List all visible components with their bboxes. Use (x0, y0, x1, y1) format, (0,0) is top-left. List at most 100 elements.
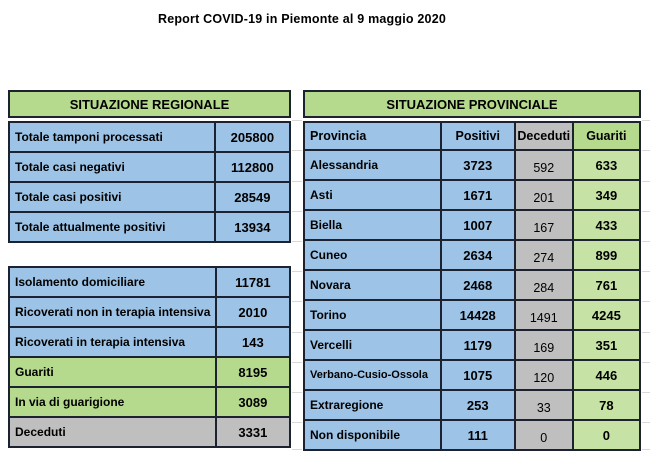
table-row: Torino 14428 1491 4245 (303, 299, 642, 331)
stat-value: 143 (214, 326, 292, 358)
cell-guariti: 349 (571, 179, 642, 211)
spreadsheet-gridline (642, 362, 650, 363)
cell-provincia: Cuneo (303, 239, 442, 271)
cell-guariti: 78 (571, 389, 642, 421)
stat-value: 11781 (214, 266, 292, 298)
detail-table: Isolamento domiciliare 11781 Ricoverati … (8, 266, 292, 448)
cell-provincia: Asti (303, 179, 442, 211)
stat-value: 3089 (214, 386, 292, 418)
cell-deceduti: 284 (513, 269, 574, 301)
cell-provincia: Alessandria (303, 149, 442, 181)
spreadsheet-gridline (642, 120, 650, 121)
provincial-header: SITUAZIONE PROVINCIALE (303, 90, 641, 118)
table-row: Biella 1007 167 433 (303, 209, 642, 241)
cell-deceduti: 120 (513, 359, 574, 391)
cell-positivi: 14428 (439, 299, 516, 331)
spreadsheet-gridline (292, 301, 302, 302)
spreadsheet-gridline (642, 422, 650, 423)
table-row: Asti 1671 201 349 (303, 179, 642, 211)
spreadsheet-gridline (292, 422, 302, 423)
spreadsheet-gridline (292, 150, 302, 151)
spreadsheet-gridline (642, 392, 650, 393)
column-header-provincia: Provincia (303, 121, 442, 151)
stat-label: Ricoverati in terapia intensiva (8, 326, 217, 358)
spreadsheet-gridline (292, 362, 302, 363)
table-row: Non disponibile 111 0 0 (303, 419, 642, 451)
cell-provincia: Verbano-Cusio-Ossola (303, 359, 442, 391)
cell-provincia: Novara (303, 269, 442, 301)
table-row: Vercelli 1179 169 351 (303, 329, 642, 361)
spreadsheet-gridline (292, 181, 302, 182)
provincial-panel: SITUAZIONE PROVINCIALE Provincia Positiv… (303, 90, 642, 451)
cell-deceduti: 1491 (513, 299, 574, 331)
column-header-deceduti: Deceduti (513, 121, 574, 151)
cell-guariti: 761 (571, 269, 642, 301)
cell-positivi: 1075 (439, 359, 516, 391)
spreadsheet-gridline (642, 332, 650, 333)
stat-label: Totale tamponi processati (8, 121, 216, 153)
table-row: Deceduti 3331 (8, 416, 292, 448)
stat-value: 2010 (214, 296, 292, 328)
table-row: Ricoverati non in terapia intensiva 2010 (8, 296, 292, 328)
cell-guariti: 4245 (571, 299, 642, 331)
cell-provincia: Vercelli (303, 329, 442, 361)
spreadsheet-gridline (292, 241, 302, 242)
cell-deceduti: 0 (513, 419, 574, 451)
cell-positivi: 253 (439, 389, 516, 421)
table-row: Alessandria 3723 592 633 (303, 149, 642, 181)
stat-label: Deceduti (8, 416, 217, 448)
stat-label: Totale attualmente positivi (8, 211, 216, 243)
cell-guariti: 0 (571, 419, 642, 451)
regional-table: Totale tamponi processati 205800 Totale … (8, 121, 292, 243)
cell-positivi: 111 (439, 419, 516, 451)
regional-panel: SITUAZIONE REGIONALE Totale tamponi proc… (8, 90, 292, 243)
stat-label: Ricoverati non in terapia intensiva (8, 296, 217, 328)
table-row: Novara 2468 284 761 (303, 269, 642, 301)
cell-guariti: 351 (571, 329, 642, 361)
spreadsheet-gridline (292, 332, 302, 333)
cell-guariti: 633 (571, 149, 642, 181)
cell-provincia: Extraregione (303, 389, 442, 421)
detail-panel: Isolamento domiciliare 11781 Ricoverati … (8, 266, 292, 448)
table-row: Totale tamponi processati 205800 (8, 121, 292, 153)
table-header-row: Provincia Positivi Deceduti Guariti (303, 121, 642, 151)
stat-value: 112800 (213, 151, 292, 183)
spreadsheet-gridline (642, 301, 650, 302)
cell-provincia: Biella (303, 209, 442, 241)
table-row: Cuneo 2634 274 899 (303, 239, 642, 271)
cell-positivi: 3723 (439, 149, 516, 181)
cell-guariti: 433 (571, 209, 642, 241)
spreadsheet-gridline (642, 211, 650, 212)
cell-deceduti: 592 (513, 149, 574, 181)
table-row: Totale casi negativi 112800 (8, 151, 292, 183)
table-row: Extraregione 253 33 78 (303, 389, 642, 421)
stat-value: 3331 (214, 416, 292, 448)
table-row: Totale attualmente positivi 13934 (8, 211, 292, 243)
cell-guariti: 899 (571, 239, 642, 271)
spreadsheet-gridline (642, 241, 650, 242)
table-row: Ricoverati in terapia intensiva 143 (8, 326, 292, 358)
cell-positivi: 1671 (439, 179, 516, 211)
cell-deceduti: 167 (513, 209, 574, 241)
spreadsheet-gridline (292, 211, 302, 212)
spreadsheet-gridline (292, 271, 302, 272)
spreadsheet-gridline (292, 120, 302, 121)
stat-label: Totale casi negativi (8, 151, 216, 183)
stat-value: 13934 (213, 211, 292, 243)
table-row: Verbano-Cusio-Ossola 1075 120 446 (303, 359, 642, 391)
cell-guariti: 446 (571, 359, 642, 391)
spreadsheet-gridline (292, 392, 302, 393)
cell-positivi: 2634 (439, 239, 516, 271)
cell-provincia: Torino (303, 299, 442, 331)
stat-label: Isolamento domiciliare (8, 266, 217, 298)
cell-deceduti: 201 (513, 179, 574, 211)
cell-positivi: 1007 (439, 209, 516, 241)
stat-label: Guariti (8, 356, 217, 388)
column-header-positivi: Positivi (439, 121, 516, 151)
spreadsheet-gridline (642, 150, 650, 151)
table-row: Totale casi positivi 28549 (8, 181, 292, 213)
stat-value: 205800 (213, 121, 292, 153)
table-row: Guariti 8195 (8, 356, 292, 388)
cell-deceduti: 274 (513, 239, 574, 271)
cell-deceduti: 169 (513, 329, 574, 361)
